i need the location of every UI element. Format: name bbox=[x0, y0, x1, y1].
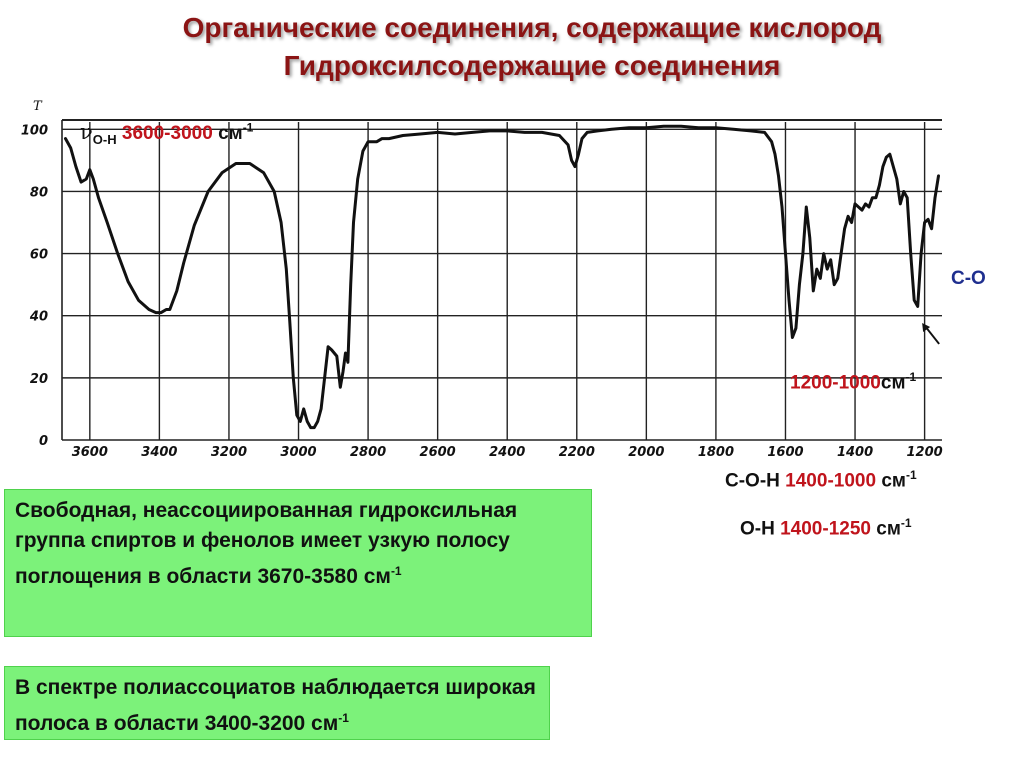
free-hydroxyl-text: Свободная, неассоциированная гидроксильн… bbox=[15, 499, 518, 588]
coh-annotation: C-O-H 1400-1000 см-1 bbox=[725, 468, 917, 492]
polyassociate-note: В спектре полиассоциатов наблюдается шир… bbox=[4, 666, 550, 740]
oh-stretch-annotation: νO-H 3600-3000 см-1 bbox=[80, 120, 253, 147]
oh-stretch-unit: см bbox=[218, 123, 243, 144]
co-range: 1200-1000 bbox=[790, 372, 881, 394]
y-axis-label: T bbox=[33, 99, 43, 114]
nu-subscript: O-H bbox=[92, 131, 117, 147]
y-tick-label: 0 bbox=[39, 434, 48, 449]
free-hydroxyl-note: Свободная, неассоциированная гидроксильн… bbox=[4, 489, 592, 637]
oh-bend-label: O-H bbox=[740, 518, 775, 540]
x-tick-label: 3600 bbox=[72, 445, 108, 460]
co-range-annotation: 1200-1000см-1 bbox=[790, 370, 916, 394]
y-tick-label: 80 bbox=[30, 185, 48, 200]
oh-bend-range: 1400-1250 bbox=[780, 518, 871, 540]
coh-unit: см bbox=[881, 470, 906, 492]
y-tick-label: 40 bbox=[29, 310, 48, 325]
oh-stretch-range: 3600-3000 bbox=[121, 123, 213, 144]
x-tick-label: 1800 bbox=[698, 445, 734, 460]
coh-label: C-O-H bbox=[725, 470, 780, 492]
spectrum-line bbox=[64, 124, 940, 430]
x-tick-label: 2000 bbox=[628, 445, 664, 460]
x-tick-label: 2200 bbox=[559, 445, 595, 460]
co-exp: -1 bbox=[905, 370, 917, 384]
oh-bend-exp: -1 bbox=[900, 516, 912, 530]
co-unit: см bbox=[880, 372, 906, 394]
y-tick-label: 60 bbox=[30, 248, 48, 263]
oh-bend-annotation: O-H 1400-1250 см-1 bbox=[740, 516, 912, 540]
x-tick-label: 2600 bbox=[420, 445, 456, 460]
co-band-arrowhead bbox=[922, 322, 931, 332]
polyassociate-text: В спектре полиассоциатов наблюдается шир… bbox=[15, 676, 536, 735]
oh-bend-unit: см bbox=[876, 518, 901, 540]
ir-spectrum-chart: 3600 3400 3200 3000 2800 2600 2400 2200 2000 1800… bbox=[21, 99, 943, 460]
x-tick-label: 3400 bbox=[141, 445, 177, 460]
x-tick-label: 3200 bbox=[211, 445, 247, 460]
x-tick-label: 1200 bbox=[907, 445, 943, 460]
chart-ticks: 3600 3400 3200 3000 2800 2600 2400 2200 2000 1800… bbox=[21, 123, 943, 460]
polyassociate-exp: -1 bbox=[338, 711, 349, 725]
oh-stretch-exp: -1 bbox=[242, 120, 254, 135]
x-tick-label: 2800 bbox=[350, 445, 386, 460]
slide-subtitle: Гидроксилсодержащие соединения bbox=[283, 50, 781, 81]
x-tick-label: 1600 bbox=[767, 445, 803, 460]
coh-range: 1400-1000 bbox=[785, 470, 877, 492]
x-tick-label: 1400 bbox=[837, 445, 873, 460]
coh-exp: -1 bbox=[905, 468, 917, 482]
y-tick-label: 100 bbox=[21, 123, 48, 138]
x-tick-label: 2400 bbox=[489, 445, 525, 460]
nu-symbol: ν bbox=[80, 120, 93, 144]
y-tick-label: 20 bbox=[30, 372, 48, 387]
co-label: C-O bbox=[951, 268, 986, 289]
chart-lines bbox=[64, 124, 940, 430]
slide-title: Органические соединения, содержащие кисл… bbox=[182, 12, 882, 43]
free-hydroxyl-exp: -1 bbox=[390, 564, 402, 578]
x-tick-label: 3000 bbox=[280, 445, 316, 460]
chart-grid bbox=[61, 119, 942, 441]
